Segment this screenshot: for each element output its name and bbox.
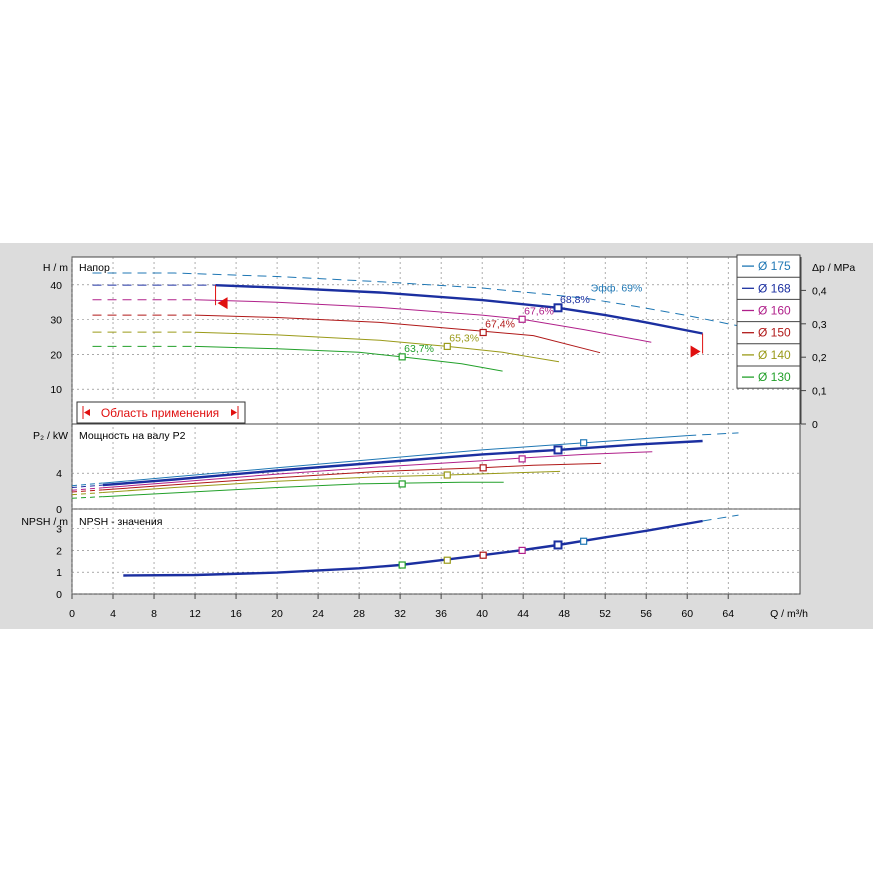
head-y-tick-label: 10 [50,384,62,396]
power-curve-168 [102,439,703,487]
npsh-curve-168 [123,519,703,577]
x-tick-label: 60 [681,608,693,620]
x-tick-label: 36 [435,608,447,620]
power-curve-tail-175 [687,432,739,437]
npsh-marker-168 [553,540,563,550]
right-axis-tick-label: 0,4 [812,285,827,297]
head-y-tick-label: 30 [50,315,62,327]
power-curve-130 [102,481,504,498]
head-curve-150 [194,314,601,354]
legend-label-160: Ø 160 [758,304,791,318]
power-y-tick-label: 0 [56,504,62,516]
head-curve-140 [194,331,560,363]
npsh-y-tick-label: 1 [56,567,62,579]
right-axis-tick-label: 0,1 [812,386,827,398]
application-range-label: Область применения [101,406,219,420]
power-marker-150 [479,464,487,472]
npsh-marker-175 [580,537,588,545]
x-tick-label: 8 [151,608,157,620]
power-panel-title: Мощность на валу P2 [79,430,186,442]
power-curve-150 [102,462,602,491]
power-curve-140 [102,470,561,493]
right-axis-tick-label: 0,3 [812,319,827,331]
legend: Ø 175 Ø 168 Ø 160 Ø 150 Ø 140 Ø 130 [736,254,801,389]
x-tick-label: 4 [110,608,116,620]
range-limit-left-arrow [217,297,228,310]
x-tick-label: 0 [69,608,75,620]
application-range-frame [76,401,246,424]
npsh-y-axis-label: NPSH / m [21,516,68,528]
head-y-axis-label: H / m [43,262,68,274]
x-tick-label: 28 [353,608,365,620]
x-tick-label: 12 [189,608,201,620]
x-tick-label: 52 [599,608,611,620]
legend-label-150: Ø 150 [758,326,791,340]
x-tick-label: 48 [558,608,570,620]
npsh-marker-160 [518,546,526,555]
power-curve-160 [102,451,653,489]
head-curve-160 [194,299,652,343]
application-range-arrow-left [84,409,90,416]
x-tick-label: 24 [312,608,324,620]
x-tick-label: 40 [476,608,488,620]
power-y-axis-label: P₂ / kW [33,430,68,442]
npsh-marker-150 [479,551,487,559]
x-tick-label: 16 [230,608,242,620]
npsh-curve-175 [702,514,739,522]
npsh-panel-title: NPSH - значения [79,516,162,528]
head-efficiency-label-150: 67,4% [485,318,515,330]
x-tick-label: 20 [271,608,283,620]
application-range-box: Область применения [76,401,246,424]
pump-curve-panel: 0 4 8 12 16 20 24 28 32 36 40 44 48 52 56 60 64 Q / m³/h 1… [0,243,873,629]
x-tick-label: 32 [394,608,406,620]
npsh-y-tick-label: 2 [56,545,62,557]
legend-label-175: Ø 175 [758,259,791,273]
legend-label-168: Ø 168 [758,281,791,295]
power-y-tick-label: 4 [56,468,62,480]
head-efficiency-label-175: Эфф. 69% [591,282,643,294]
npsh-y-tick-label: 3 [56,524,62,536]
head-curve-130 [194,345,503,372]
application-range-arrow-right [231,409,237,416]
head-panel-title: Напор [79,262,110,274]
right-axis-label: Δp / MPa [812,262,855,274]
legend-label-130: Ø 130 [758,370,791,384]
npsh-marker-140 [443,556,451,564]
head-y-tick-label: 20 [50,349,62,361]
head-bep-marker-150 [479,328,487,337]
power-marker-175 [580,439,588,447]
pump-performance-chart: 0 4 8 12 16 20 24 28 32 36 40 44 48 52 56 60 64 Q / m³/h1… [21,254,855,620]
power-marker-168 [553,445,563,455]
right-axis-tick-label: 0,2 [812,352,827,364]
head-bep-marker-160 [518,315,526,323]
x-tick-label: 56 [640,608,652,620]
power-marker-140 [443,471,451,479]
head-efficiency-label-140: 65,3% [449,332,479,344]
head-curve-168 [215,284,703,335]
right-axis-tick-label: 0 [812,419,818,431]
head-efficiency-label-160: 67,6% [524,305,554,317]
head-bep-marker-130 [398,353,406,361]
head-efficiency-label-168: 68,8% [560,294,590,306]
power-marker-130 [398,480,406,488]
head-efficiency-label-130: 63,7% [404,343,434,355]
head-bep-marker-140 [443,342,451,351]
x-tick-label: 44 [517,608,529,620]
head-bep-marker-168 [553,303,563,313]
legend-label-140: Ø 140 [758,348,791,362]
npsh-marker-130 [398,561,406,569]
range-limit-right-arrow [690,345,701,358]
head-y-tick-label: 40 [50,280,62,292]
x-tick-label: 64 [722,608,734,620]
plot-area [71,256,801,595]
npsh-y-tick-label: 0 [56,589,62,601]
x-axis-label: Q / m³/h [770,608,808,620]
power-marker-160 [518,455,526,463]
